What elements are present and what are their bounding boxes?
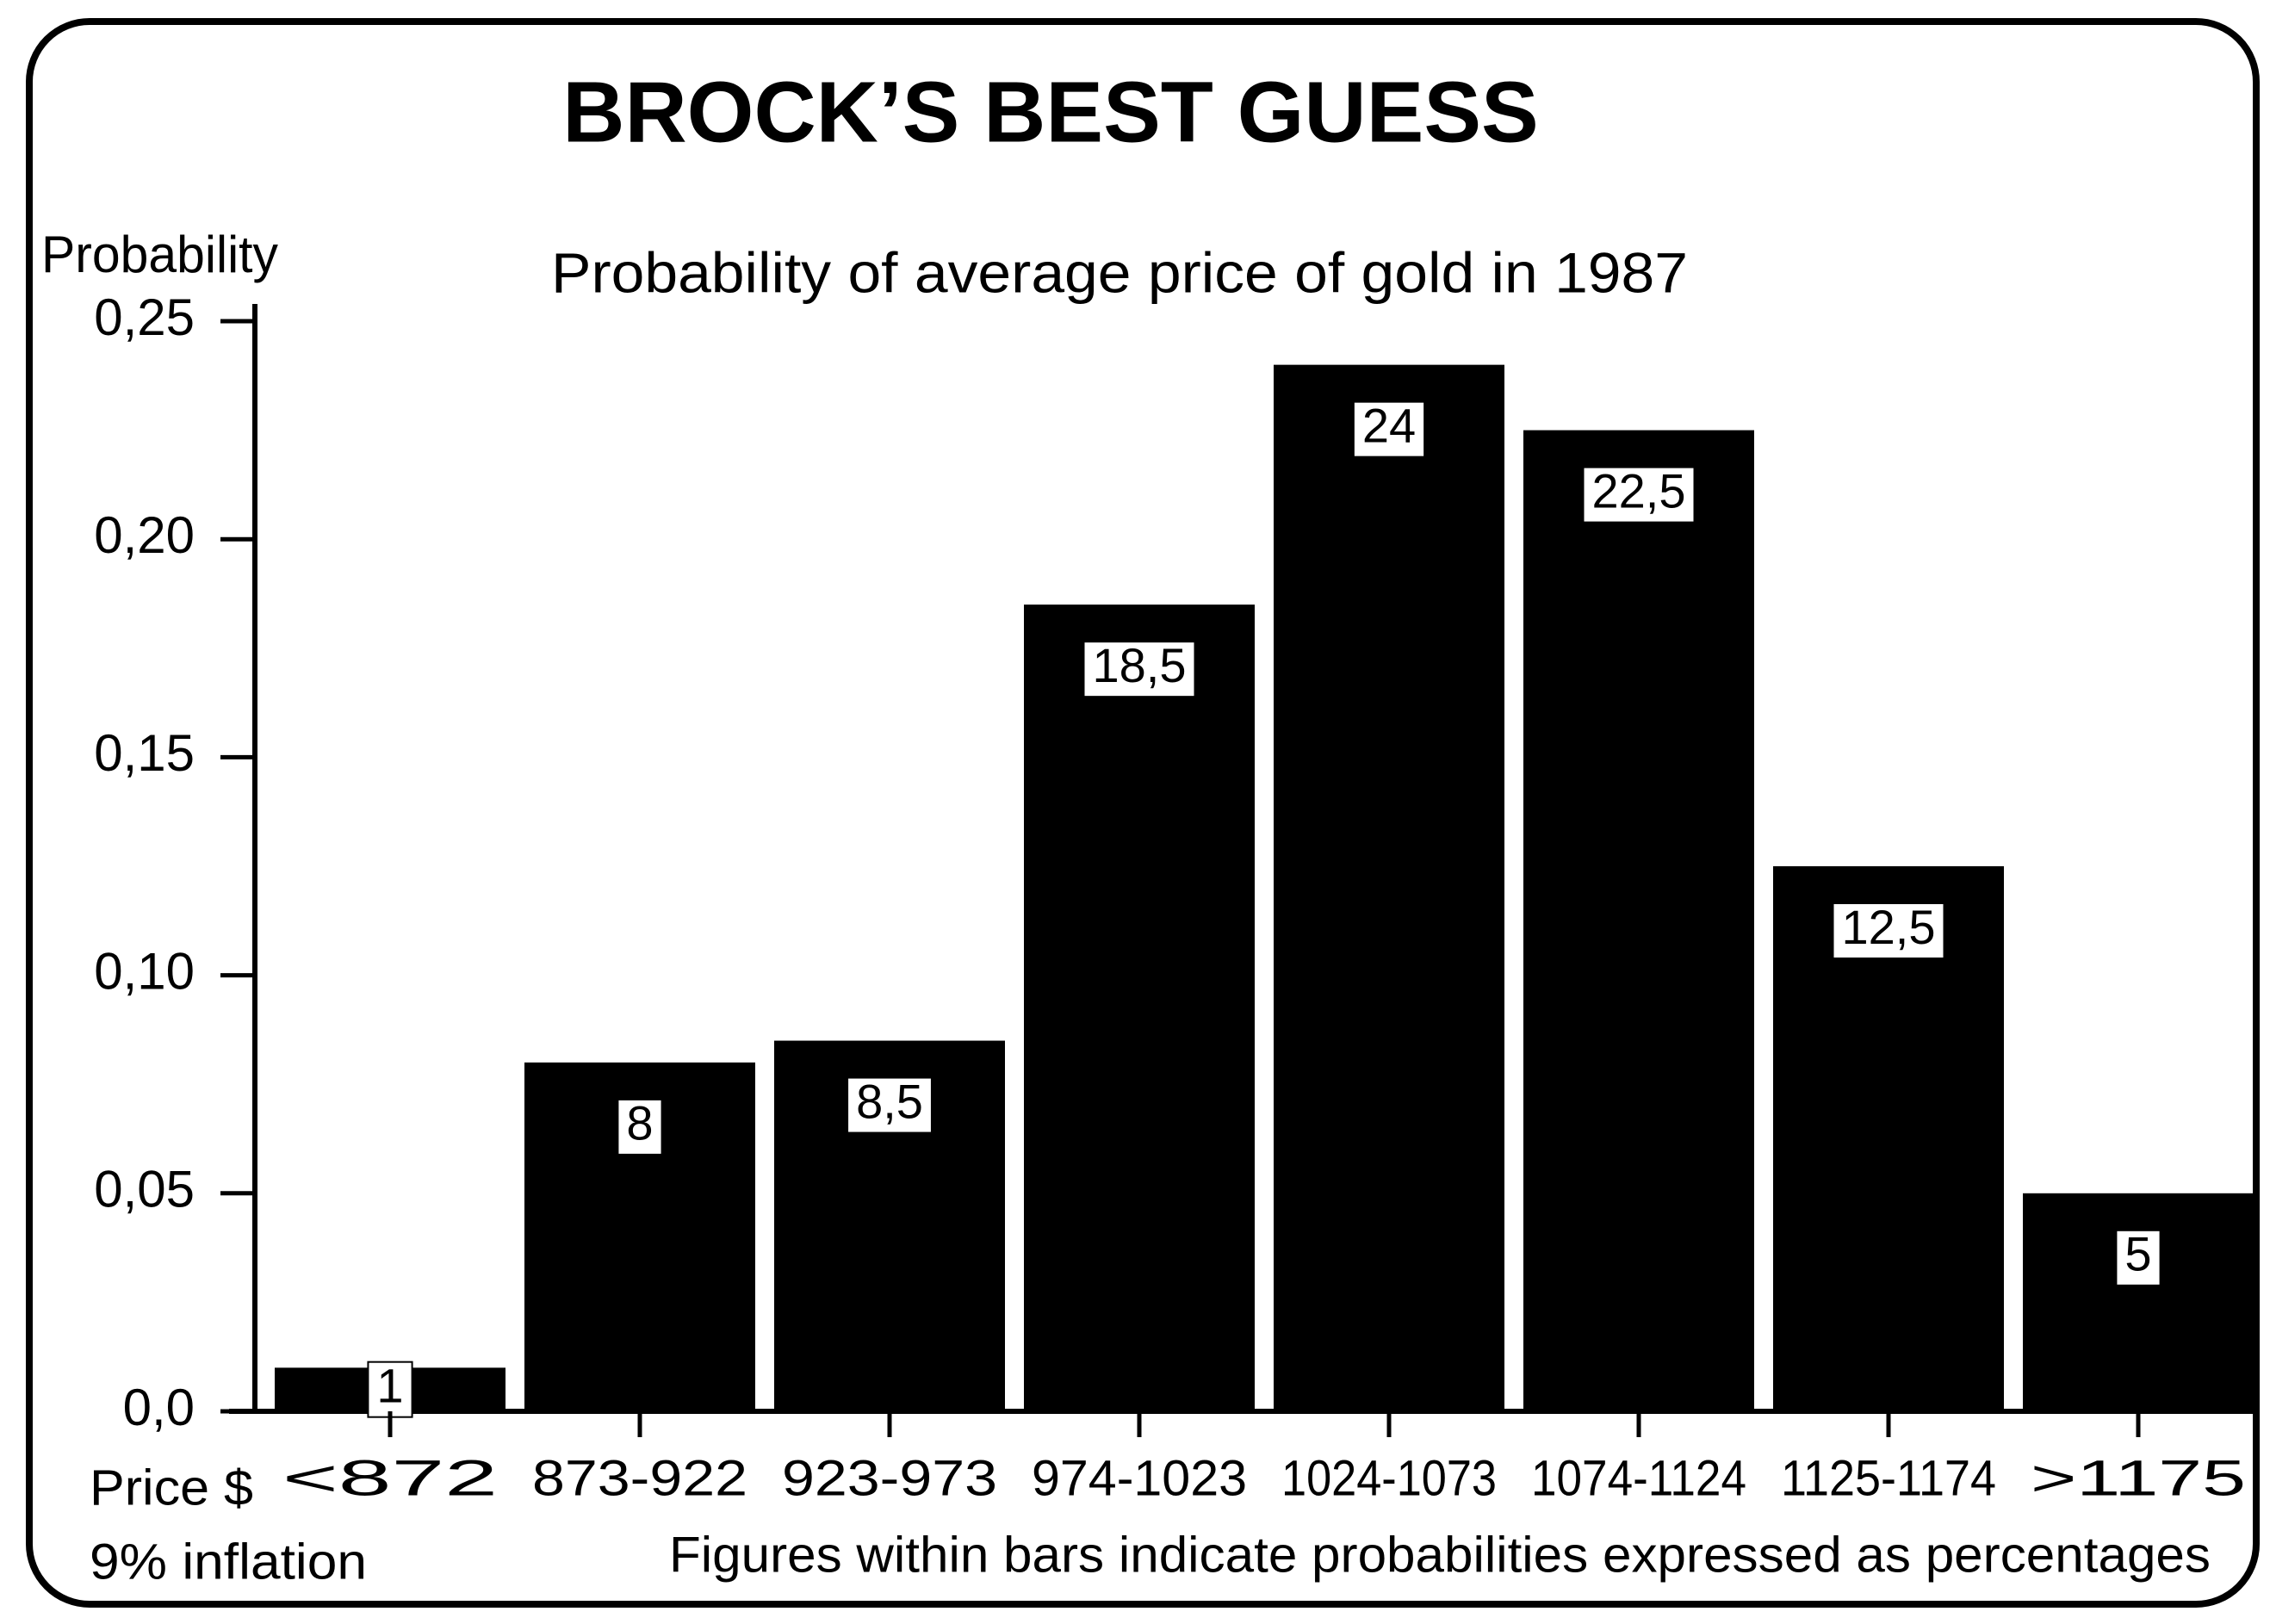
value-label-box <box>2115 1229 2161 1286</box>
x-tick-label: 974-1023 <box>1032 1450 1247 1506</box>
x-tick-label: 1125-1174 <box>1781 1450 1996 1506</box>
value-label: 18,5 <box>1093 638 1187 692</box>
y-tick-label: 0,0 <box>123 1379 195 1436</box>
note: Figures within bars indicate probabiliti… <box>669 1527 2211 1583</box>
value-label-box <box>1082 641 1196 698</box>
bar <box>1274 364 1504 1411</box>
value-label: 12,5 <box>1842 900 1936 954</box>
x-tick-label: 873-922 <box>532 1450 747 1506</box>
value-label: 5 <box>2124 1227 2151 1281</box>
value-label: 8 <box>626 1096 653 1150</box>
chart-title: BROCK’S BEST GUESS <box>562 64 1539 160</box>
value-label-box <box>1832 902 1945 959</box>
bar <box>1523 430 1754 1412</box>
bar <box>1024 604 1255 1411</box>
y-tick-label: 0,10 <box>94 942 195 1000</box>
value-label: 24 <box>1362 398 1416 452</box>
x-tick-label: 1074-1124 <box>1531 1450 1746 1506</box>
x-tick-label: 923-973 <box>782 1450 997 1506</box>
value-label: 8,5 <box>856 1074 923 1128</box>
x-tick-label: 1024-1073 <box>1281 1450 1497 1506</box>
value-label-box <box>1352 400 1426 458</box>
x-axis-sublabel: 9% inflation <box>90 1534 367 1590</box>
x-axis-label: Price $ <box>90 1460 253 1516</box>
y-tick-label: 0,05 <box>94 1161 195 1218</box>
x-tick-label: <872 <box>282 1450 498 1506</box>
value-label-box <box>617 1098 663 1156</box>
y-axis-label: Probability <box>41 226 278 283</box>
y-tick-label: 0,25 <box>94 288 195 346</box>
value-label-box <box>1582 466 1696 524</box>
y-tick-label: 0,15 <box>94 724 195 782</box>
value-label: 1 <box>376 1358 403 1412</box>
chart-subtitle: Probability of average price of gold in … <box>551 240 1688 304</box>
y-tick-label: 0,20 <box>94 506 195 564</box>
x-tick-label: >1175 <box>2031 1450 2246 1506</box>
value-label: 22,5 <box>1592 463 1686 518</box>
value-label-box <box>847 1076 933 1134</box>
